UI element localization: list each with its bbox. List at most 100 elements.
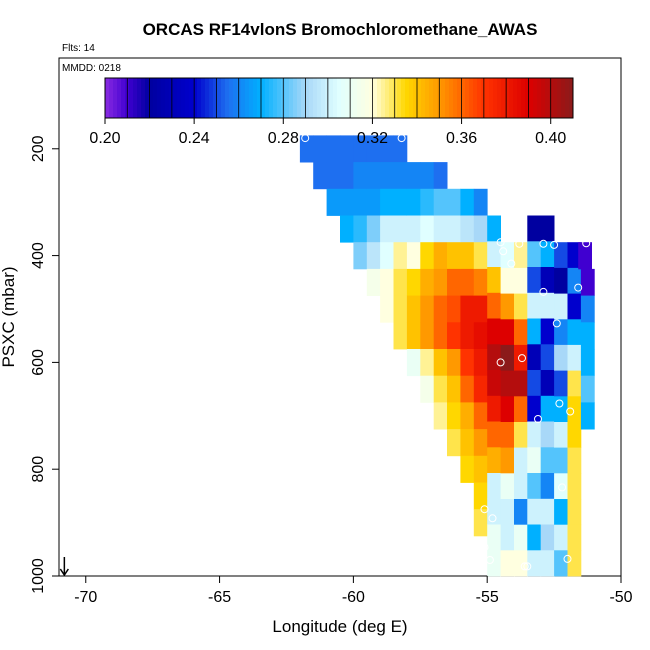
heatmap-cell — [420, 349, 435, 377]
colorbar-segment — [401, 78, 406, 118]
colorbar-segment — [393, 78, 398, 118]
sample-point — [574, 283, 583, 292]
colorbar-segment — [485, 78, 490, 118]
heatmap-cell — [540, 395, 555, 422]
colorbar-segment — [269, 78, 274, 118]
heatmap-cell — [420, 162, 435, 190]
heatmap-cell — [313, 162, 327, 190]
heatmap-cell — [393, 135, 408, 163]
colorbar-segment — [165, 78, 170, 118]
colorbar-segment — [473, 78, 478, 118]
y-axis-label: PSXC (mbar) — [0, 266, 18, 367]
x-axis-label: Longitude (deg E) — [272, 617, 407, 636]
heatmap-cell — [527, 473, 542, 500]
colorbar-segment — [353, 78, 358, 118]
heatmap-cell — [420, 295, 435, 323]
sample-point — [480, 543, 489, 552]
sample-point — [496, 238, 505, 247]
colorbar-segment — [549, 78, 554, 118]
x-tick-label: -60 — [342, 589, 365, 606]
heatmap-cell — [487, 344, 501, 371]
colorbar-segment — [185, 78, 190, 118]
colorbar-segment — [453, 78, 458, 118]
colorbar-segment — [177, 78, 182, 118]
sample-point — [534, 415, 542, 423]
date-label: MMDD: 0218 — [62, 63, 121, 74]
colorbar-segment — [253, 78, 258, 118]
heatmap-cell — [554, 550, 568, 577]
sample-point — [550, 240, 559, 249]
colorbar-segment — [489, 78, 494, 118]
heatmap-cell — [460, 242, 475, 270]
heatmap-cell — [353, 162, 368, 190]
heatmap-cell — [473, 242, 488, 270]
heatmap-cell — [487, 447, 501, 474]
colorbar-frame — [104, 77, 574, 119]
heatmap-cell — [500, 242, 515, 269]
heatmap-cell — [500, 447, 515, 474]
colorbar-segment — [265, 78, 270, 118]
heatmap-cell — [554, 267, 568, 294]
colorbar-segment — [409, 78, 414, 118]
heatmap-cell — [514, 447, 528, 474]
heatmap-cell — [527, 498, 542, 525]
heatmap-cell — [580, 375, 595, 403]
heatmap-cell — [420, 268, 435, 296]
heatmap-cell — [473, 268, 488, 296]
heatmap-cell — [353, 135, 368, 163]
heatmap-cell — [353, 188, 368, 216]
heatmap-cell — [554, 396, 568, 423]
heatmap-cell — [366, 188, 381, 216]
colorbar-segment — [277, 78, 282, 118]
heatmap-cell — [527, 215, 542, 242]
heatmap-cell — [540, 473, 555, 500]
colorbar-segment — [441, 78, 446, 118]
colorbar-segment — [129, 78, 134, 118]
heatmap-cell — [540, 215, 555, 242]
heatmap-cell — [540, 370, 555, 397]
sample-point — [397, 134, 406, 143]
heatmap-cell — [514, 267, 528, 294]
heatmap-cell — [567, 524, 582, 551]
colorbar-segment — [345, 78, 350, 118]
direction-arrow-head — [59, 568, 69, 577]
heatmap-cell — [554, 344, 568, 371]
colorbar-segment — [429, 78, 434, 118]
heatmap-cell — [380, 162, 394, 190]
heatmap-cell — [554, 242, 568, 269]
heatmap-cell — [473, 295, 488, 323]
sample-point — [566, 407, 575, 416]
heatmap-cell — [540, 241, 555, 268]
heatmap-cell — [326, 188, 341, 216]
colorbar-segment — [537, 78, 542, 118]
heatmap-cell — [487, 318, 501, 345]
colorbar-segment — [293, 78, 298, 118]
colorbar-segment — [137, 78, 142, 118]
colorbar-segment — [213, 78, 218, 118]
colorbar-segment — [461, 78, 466, 118]
colorbar-segment — [261, 78, 266, 118]
heatmap-cell — [487, 267, 501, 294]
heatmap-cell — [514, 473, 528, 500]
colorbar-segment — [413, 78, 418, 118]
sample-point — [499, 247, 508, 256]
colorbar-segment — [141, 78, 146, 118]
colorbar-segment — [513, 78, 518, 118]
colorbar-segment — [149, 78, 154, 118]
heatmap-cell — [473, 455, 488, 483]
colorbar-segment — [505, 78, 510, 118]
heatmap-cell — [366, 268, 381, 296]
colorbar-segment — [561, 78, 566, 118]
colorbar-tick-label: 0.40 — [535, 130, 566, 147]
heatmap-cell — [420, 188, 435, 216]
colorbar-segment — [249, 78, 254, 118]
heatmap-cell — [487, 524, 501, 551]
colorbar-segment — [501, 78, 506, 118]
heatmap-cell — [366, 242, 381, 270]
colorbar-segment — [337, 78, 342, 118]
colorbar-segment — [217, 78, 222, 118]
heatmap-cell — [540, 267, 555, 294]
colorbar-segment — [361, 78, 366, 118]
heatmap-cell — [540, 498, 555, 525]
heatmap-cell — [460, 349, 475, 377]
